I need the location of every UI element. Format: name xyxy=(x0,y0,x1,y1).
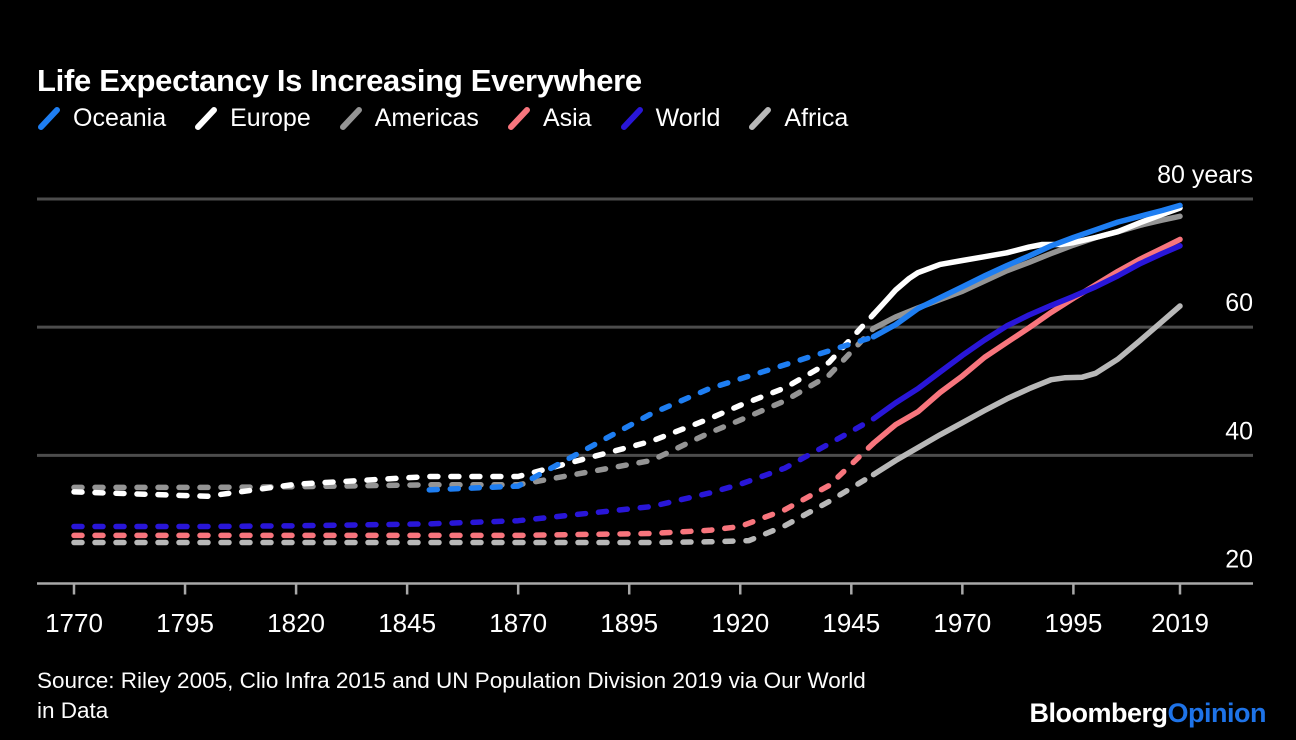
logo-bloomberg: Bloomberg xyxy=(1029,698,1169,728)
series-line-africa-historical xyxy=(71,471,877,546)
series-line-world xyxy=(870,243,1183,422)
legend-item-world: World xyxy=(619,104,721,133)
legend-item-africa: Africa xyxy=(747,104,848,133)
legend-label: Americas xyxy=(374,104,479,132)
series-line-asia xyxy=(870,236,1183,446)
x-tick-label: 1770 xyxy=(45,608,103,638)
y-tick-label-20: 20 xyxy=(1225,546,1253,574)
legend-slash-icon xyxy=(620,107,643,130)
legend-label: World xyxy=(655,104,721,132)
y-tick-label-80: 80 years xyxy=(1157,161,1253,189)
y-tick-label-40: 40 xyxy=(1225,417,1253,445)
x-tick-label: 1970 xyxy=(933,608,991,638)
x-tick-label: 1820 xyxy=(267,608,325,638)
source-line-2: in Data xyxy=(37,698,109,723)
legend-item-asia: Asia xyxy=(506,104,592,133)
source-line-1: Source: Riley 2005, Clio Infra 2015 and … xyxy=(37,668,866,693)
legend-label: Africa xyxy=(784,104,849,132)
series-line-world-historical xyxy=(71,416,877,530)
series-line-oceania xyxy=(870,202,1183,340)
legend-slash-icon xyxy=(507,107,530,130)
x-tick-label: 1845 xyxy=(378,608,436,638)
legend-label: Oceania xyxy=(73,104,167,132)
chart-legend: Oceania Europe Americas Asia World Africa xyxy=(36,104,848,133)
legend-label: Asia xyxy=(542,104,592,132)
series-line-oceania-historical xyxy=(426,334,877,493)
x-tick-label: 2019 xyxy=(1151,608,1209,638)
x-tick-label: 1995 xyxy=(1044,608,1102,638)
legend-label: Europe xyxy=(230,104,311,132)
series-line-asia-historical xyxy=(71,440,877,539)
legend-slash-icon xyxy=(195,107,218,130)
legend-item-americas: Americas xyxy=(338,104,479,133)
x-tick-label: 1945 xyxy=(822,608,880,638)
x-tick-label: 1920 xyxy=(711,608,769,638)
series-line-americas-historical xyxy=(71,325,877,491)
bloomberg-opinion-logo: BloombergOpinion xyxy=(1030,698,1267,729)
legend-item-europe: Europe xyxy=(193,104,311,133)
legend-slash-icon xyxy=(749,107,772,130)
series-line-africa xyxy=(870,303,1183,478)
x-tick-label: 1895 xyxy=(600,608,658,638)
source-note: Source: Riley 2005, Clio Infra 2015 and … xyxy=(37,666,866,726)
logo-opinion: Opinion xyxy=(1167,698,1267,728)
legend-item-oceania: Oceania xyxy=(36,104,166,133)
y-tick-label-60: 60 xyxy=(1225,289,1253,317)
chart-title: Life Expectancy Is Increasing Everywhere xyxy=(37,62,642,98)
series-line-europe xyxy=(870,205,1183,318)
series-line-europe-historical xyxy=(71,311,877,500)
legend-slash-icon xyxy=(38,107,60,130)
x-tick-label: 1870 xyxy=(489,608,547,638)
x-tick-label: 1795 xyxy=(156,608,214,638)
legend-slash-icon xyxy=(339,107,362,130)
